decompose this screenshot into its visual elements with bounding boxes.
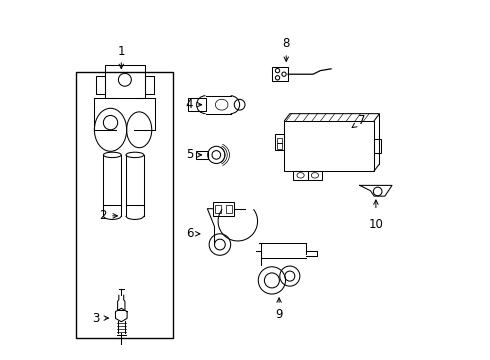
- Text: 1: 1: [118, 45, 125, 58]
- Text: 7: 7: [352, 114, 366, 127]
- Bar: [308, 171, 322, 180]
- Bar: [76, 72, 173, 338]
- Text: 2: 2: [99, 210, 118, 222]
- Bar: [272, 67, 288, 81]
- Bar: [145, 76, 153, 94]
- Bar: [374, 139, 381, 153]
- Text: 4: 4: [186, 98, 202, 111]
- Bar: [276, 138, 282, 143]
- Bar: [294, 171, 308, 180]
- Bar: [96, 76, 105, 94]
- Bar: [188, 98, 205, 111]
- Bar: [285, 121, 374, 171]
- Text: 5: 5: [186, 148, 202, 161]
- Text: 3: 3: [93, 311, 108, 325]
- Bar: [213, 202, 234, 216]
- Bar: [215, 205, 221, 213]
- Bar: [275, 134, 285, 150]
- Bar: [196, 150, 208, 159]
- Bar: [276, 143, 282, 149]
- Text: 10: 10: [368, 218, 383, 231]
- Text: 8: 8: [283, 37, 290, 62]
- Bar: [225, 205, 232, 213]
- Text: 6: 6: [186, 227, 200, 240]
- Bar: [105, 65, 145, 98]
- Text: 9: 9: [275, 298, 283, 321]
